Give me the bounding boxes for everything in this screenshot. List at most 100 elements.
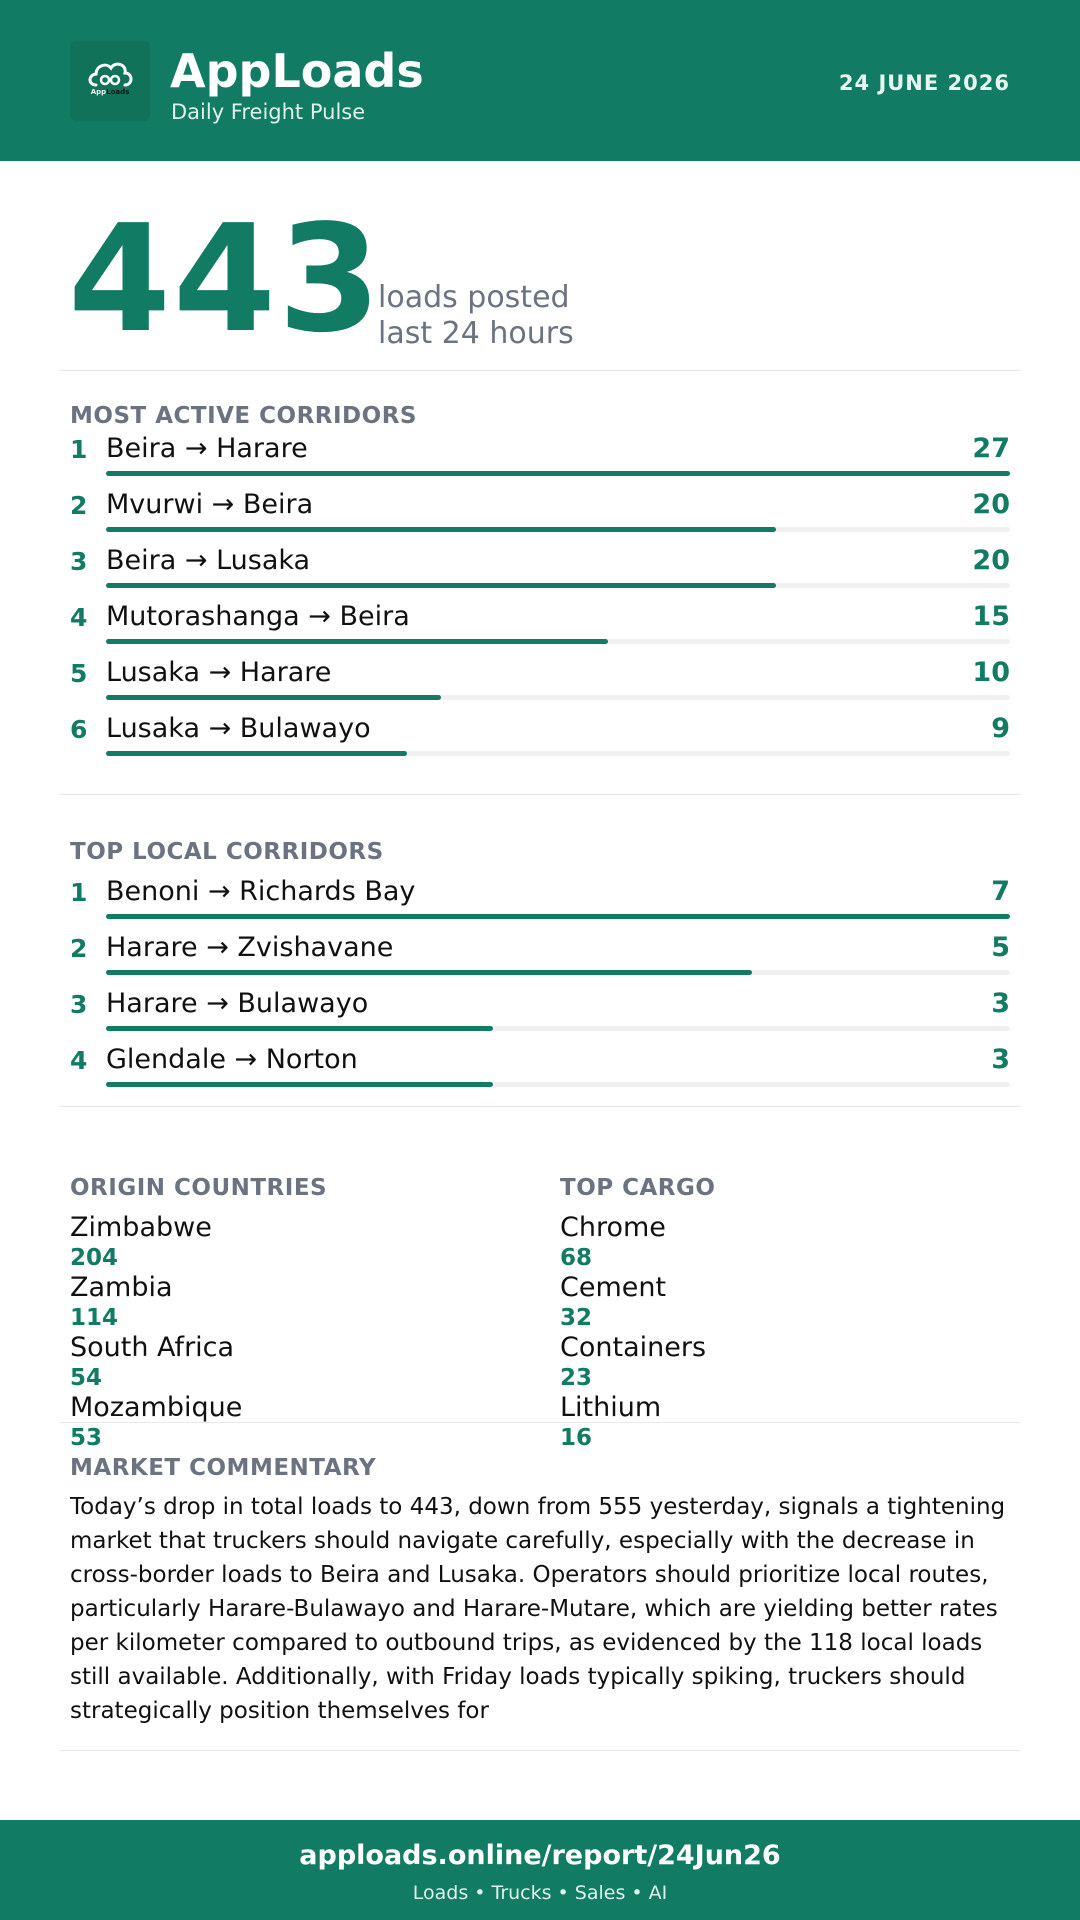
- origin-countries-panel: ORIGIN COUNTRIES Zimbabwe 204 Zambia 114 Sou…: [70, 1175, 490, 1453]
- corridor-count: 20: [972, 545, 1010, 576]
- app-logo: AppLoads: [70, 41, 150, 121]
- corridor-rank: 5: [70, 659, 88, 688]
- stat-value: 114: [70, 1305, 119, 1331]
- corridor-count: 9: [991, 713, 1010, 744]
- stat-label: Cement: [560, 1272, 667, 1303]
- corridor-bar-fill: [106, 914, 1010, 919]
- corridor-rank: 4: [70, 1046, 88, 1075]
- stat-value: 204: [70, 1245, 119, 1271]
- corridor-rank: 4: [70, 603, 88, 632]
- corridor-row: 4 Glendale → Norton 3: [70, 1044, 1010, 1100]
- stat-label: Chrome: [560, 1212, 666, 1243]
- corridor-bar-fill: [106, 751, 408, 756]
- stat-label: Lithium: [560, 1392, 662, 1423]
- corridor-route: Mutorashanga → Beira: [106, 601, 410, 632]
- corridor-route: Benoni → Richards Bay: [106, 876, 416, 907]
- corridor-row: 6 Lusaka → Bulawayo 9: [70, 713, 1010, 769]
- corridor-bar-fill: [106, 695, 441, 700]
- cloud-icon: [88, 62, 133, 87]
- corridor-bar-fill: [106, 1026, 494, 1031]
- corridor-route: Glendale → Norton: [106, 1044, 358, 1075]
- corridor-bar-track: [106, 695, 1010, 700]
- header-banner: AppLoads AppLoads Daily Freight Pulse 24…: [0, 0, 1080, 161]
- section-title-local-corridors: TOP LOCAL CORRIDORS: [70, 839, 384, 865]
- stat-value: 23: [560, 1365, 593, 1391]
- report-url-link[interactable]: apploads.online/report/24Jun26: [299, 1840, 781, 1871]
- corridor-count: 5: [991, 932, 1010, 963]
- corridor-route: Beira → Lusaka: [106, 545, 311, 576]
- stat-label: South Africa: [70, 1332, 235, 1363]
- section-title-origin-countries: ORIGIN COUNTRIES: [70, 1175, 328, 1201]
- report-date: 24 JUNE 2026: [838, 71, 1010, 95]
- footer-banner: apploads.online/report/24Jun26 Loads • T…: [0, 1820, 1080, 1920]
- top-cargo-panel: TOP CARGO Chrome 68 Cement 32 Containers 23 Li…: [560, 1175, 980, 1453]
- corridor-bar-fill: [106, 527, 776, 532]
- corridor-route: Mvurwi → Beira: [106, 489, 314, 520]
- corridor-bar-track: [106, 970, 1010, 975]
- corridor-bar-track: [106, 527, 1010, 532]
- corridor-rank: 3: [70, 990, 88, 1019]
- corridor-row: 5 Lusaka → Harare 10: [70, 657, 1010, 713]
- corridor-bar-track: [106, 583, 1010, 588]
- corridor-route: Harare → Bulawayo: [106, 988, 369, 1019]
- corridor-route: Beira → Harare: [106, 433, 308, 464]
- corridor-row: 1 Benoni → Richards Bay 7: [70, 876, 1010, 932]
- corridor-count: 3: [991, 988, 1010, 1019]
- stat-value: 68: [560, 1245, 593, 1271]
- corridor-count: 7: [991, 876, 1010, 907]
- corridor-bar-track: [106, 639, 1010, 644]
- corridor-bar-fill: [106, 1082, 494, 1087]
- total-loads-label: loads posted: [378, 280, 570, 315]
- corridor-bar-track: [106, 914, 1010, 919]
- corridor-count: 3: [991, 1044, 1010, 1075]
- app-subtitle: Daily Freight Pulse: [171, 100, 366, 124]
- corridor-count: 15: [972, 601, 1010, 632]
- footer-tagline: Loads • Trucks • Sales • AI: [412, 1882, 668, 1904]
- section-title-active-corridors: MOST ACTIVE CORRIDORS: [70, 403, 417, 429]
- logo-wordmark: AppLoads: [90, 88, 130, 96]
- corridor-row: 2 Harare → Zvishavane 5: [70, 932, 1010, 988]
- total-loads-period: last 24 hours: [378, 316, 574, 351]
- corridor-rank: 2: [70, 934, 88, 963]
- section-title-top-cargo: TOP CARGO: [560, 1175, 716, 1201]
- corridor-rank: 1: [70, 435, 88, 464]
- top-cargo-list: Chrome 68 Cement 32 Containers 23 Lithium 16: [560, 1213, 980, 1453]
- corridor-bar-fill: [106, 639, 609, 644]
- divider: [60, 1750, 1020, 1751]
- stat-label: Zimbabwe: [70, 1212, 212, 1243]
- stat-item: Mozambique 53: [70, 1393, 490, 1453]
- corridor-row: 1 Beira → Harare 27: [70, 433, 1010, 489]
- stat-value: 32: [560, 1305, 593, 1331]
- stat-value: 54: [70, 1365, 103, 1391]
- section-title-market-commentary: MARKET COMMENTARY: [70, 1455, 377, 1481]
- corridor-rank: 6: [70, 715, 88, 744]
- stat-item: Zambia 114: [70, 1273, 490, 1333]
- divider: [60, 1106, 1020, 1107]
- corridor-count: 10: [972, 657, 1010, 688]
- corridor-bar-fill: [106, 970, 752, 975]
- divider: [60, 1422, 1020, 1423]
- divider: [60, 370, 1020, 371]
- stat-item: Lithium 16: [560, 1393, 980, 1453]
- total-loads-value: 443: [68, 193, 383, 365]
- corridor-rank: 2: [70, 491, 88, 520]
- corridor-row: 3 Beira → Lusaka 20: [70, 545, 1010, 601]
- corridor-bar-fill: [106, 471, 1010, 476]
- corridor-route: Harare → Zvishavane: [106, 932, 394, 963]
- corridor-bar-track: [106, 1026, 1010, 1031]
- stat-item: Cement 32: [560, 1273, 980, 1333]
- stat-item: Zimbabwe 204: [70, 1213, 490, 1273]
- market-commentary-text: Today’s drop in total loads to 443, down…: [70, 1494, 1006, 1724]
- corridor-row: 3 Harare → Bulawayo 3: [70, 988, 1010, 1044]
- corridor-rank: 3: [70, 547, 88, 576]
- corridor-rank: 1: [70, 878, 88, 907]
- stat-value: 16: [560, 1425, 593, 1451]
- divider: [60, 794, 1020, 795]
- corridor-row: 4 Mutorashanga → Beira 15: [70, 601, 1010, 657]
- corridor-bar-track: [106, 1082, 1010, 1087]
- stat-item: South Africa 54: [70, 1333, 490, 1393]
- stat-item: Chrome 68: [560, 1213, 980, 1273]
- stat-item: Containers 23: [560, 1333, 980, 1393]
- corridor-bar-fill: [106, 583, 776, 588]
- stat-label: Mozambique: [70, 1392, 243, 1423]
